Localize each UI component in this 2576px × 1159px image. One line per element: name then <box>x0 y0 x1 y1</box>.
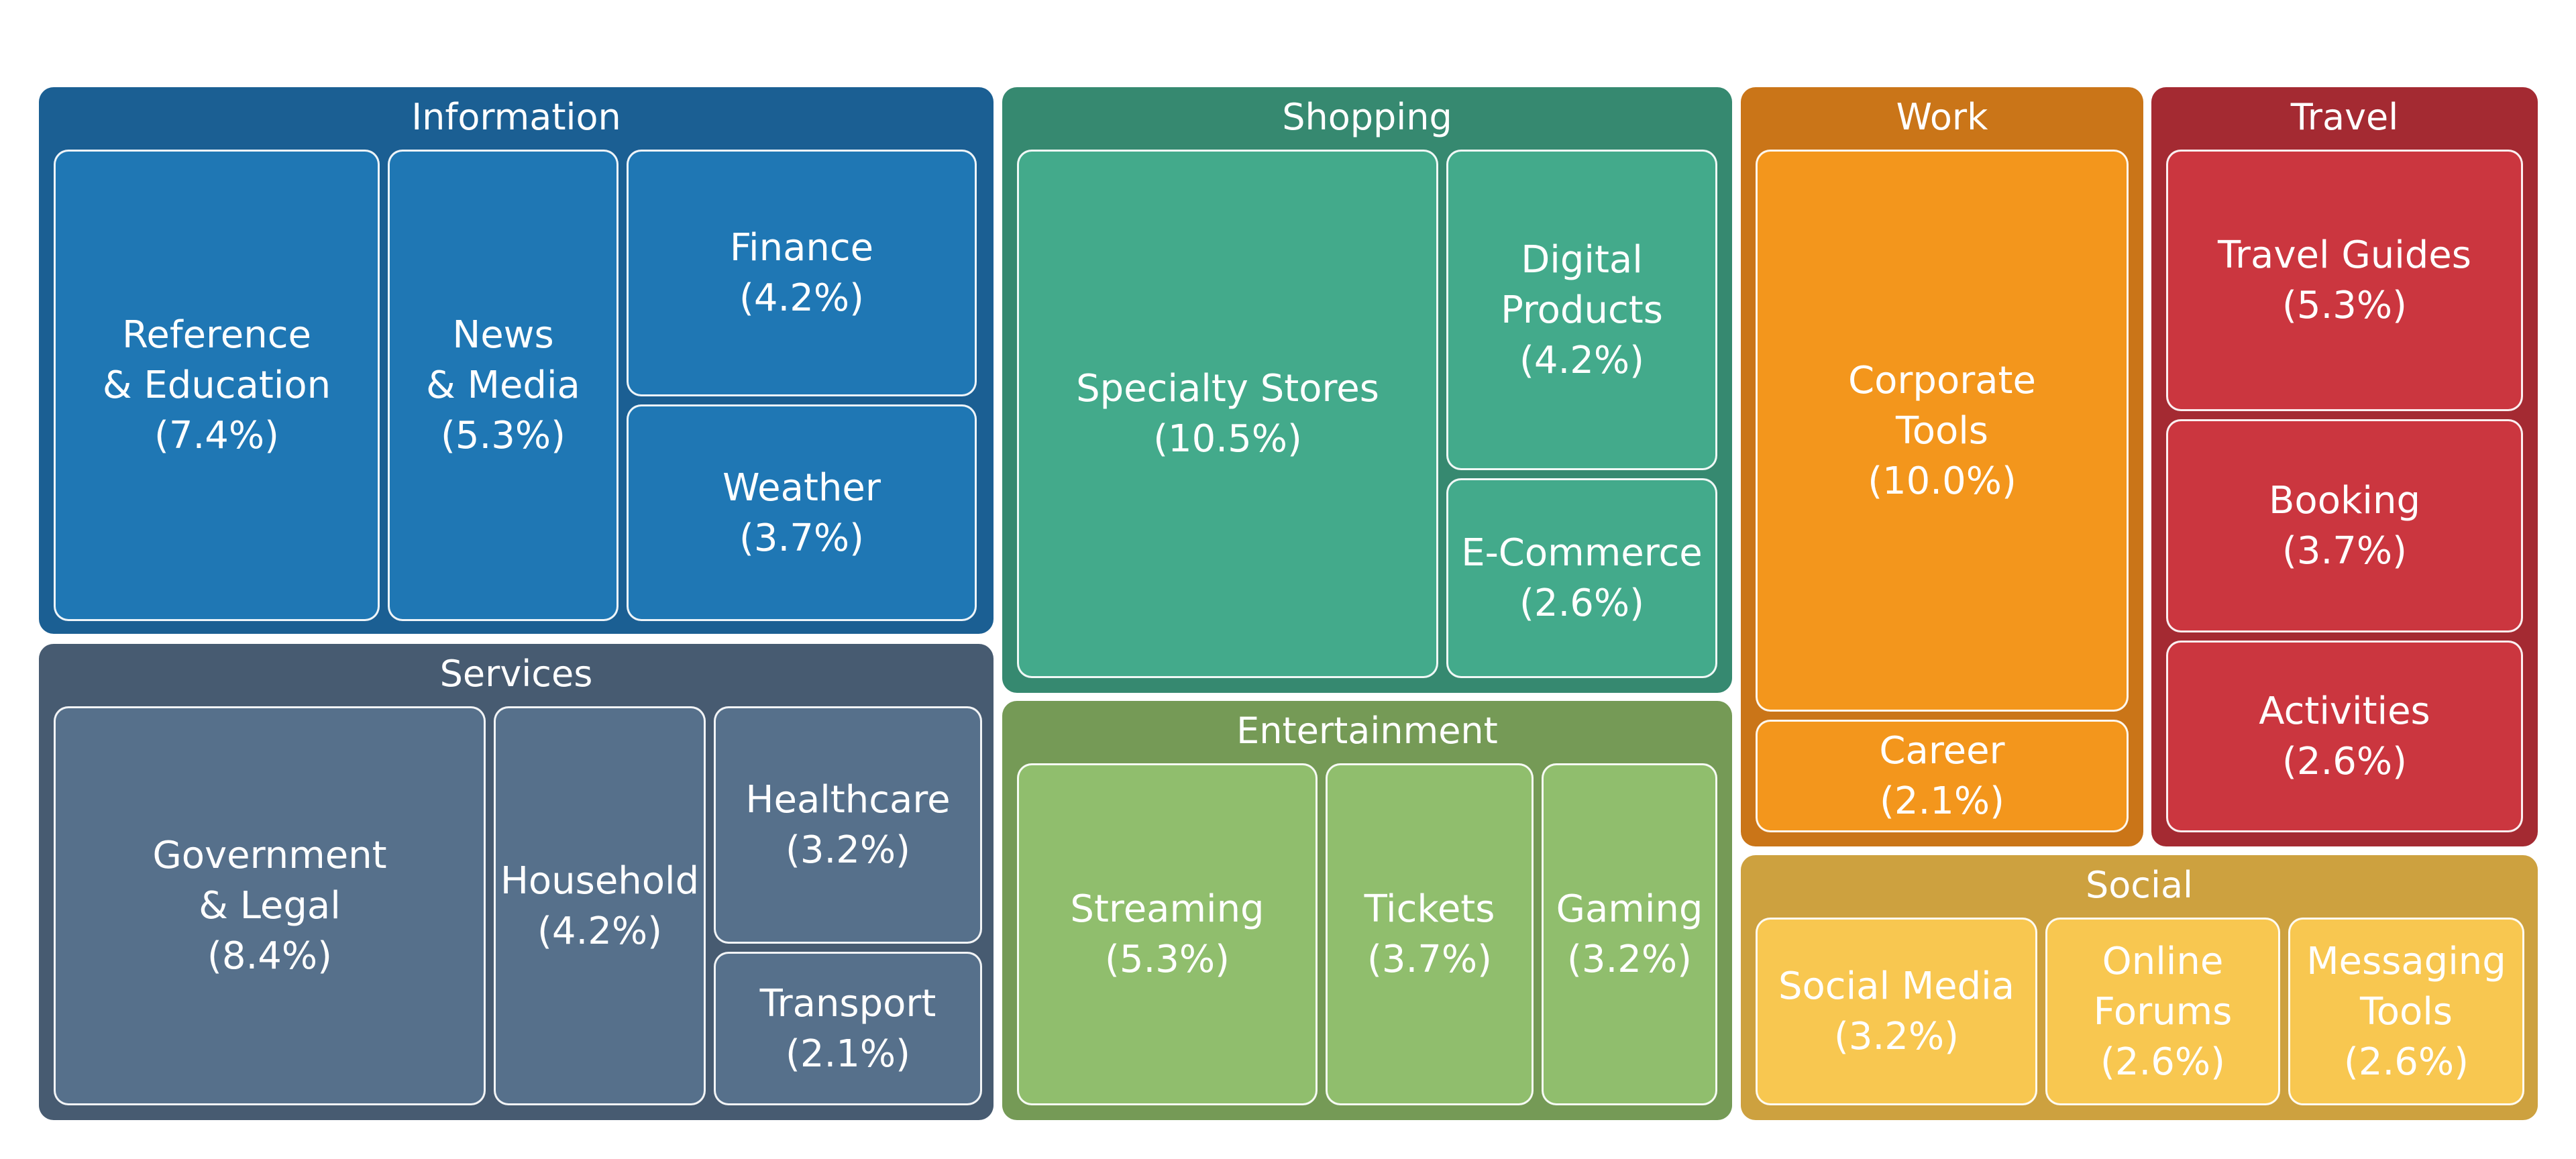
tile-value: (2.6%) <box>1519 582 1644 625</box>
tile-value: (8.4%) <box>207 934 332 978</box>
tile-label: Booking <box>2269 479 2420 522</box>
tile-finance[interactable]: Finance (4.2%) <box>627 150 977 396</box>
tile-label: Weather <box>722 465 881 510</box>
tile-weather[interactable]: Weather (3.7%) <box>627 404 977 621</box>
tile-label: Reference <box>122 313 311 357</box>
tile-label: Streaming <box>1070 887 1265 931</box>
tile-label: Travel Guides <box>2218 233 2471 277</box>
tile-value: (4.2%) <box>537 909 662 953</box>
tile-value: (3.2%) <box>786 828 910 872</box>
tile-social-media[interactable]: Social Media (3.2%) <box>1756 918 2037 1105</box>
tile-corporate-tools[interactable]: Corporate Tools (10.0%) <box>1756 150 2129 712</box>
tile-label: Online <box>2102 939 2224 983</box>
tile-value: (3.7%) <box>2282 529 2407 573</box>
group-title-shopping: Shopping <box>1282 96 1452 138</box>
group-services: Services Government & Legal (8.4%) Household… <box>39 644 994 1120</box>
tile-label: Products <box>1501 288 1663 332</box>
tile-label: Social Media <box>1778 964 2015 1008</box>
tile-activities[interactable]: Activities (2.6%) <box>2166 641 2523 832</box>
tile-value: (10.5%) <box>1153 417 1302 461</box>
tile-streaming[interactable]: Streaming (5.3%) <box>1017 763 1318 1105</box>
tile-label: Corporate <box>1848 358 2036 402</box>
tile-label: Tools <box>2360 989 2453 1034</box>
tile-value: (2.6%) <box>2100 1040 2225 1084</box>
tile-travel-guides[interactable]: Travel Guides (5.3%) <box>2166 150 2523 411</box>
tile-specialty-stores[interactable]: Specialty Stores (10.5%) <box>1017 150 1438 678</box>
group-title-work: Work <box>1896 96 1988 138</box>
tile-booking[interactable]: Booking (3.7%) <box>2166 419 2523 632</box>
group-work: Work Corporate Tools (10.0%) Career (2.1%) <box>1741 87 2143 846</box>
tile-e-commerce[interactable]: E-Commerce (2.6%) <box>1446 478 1717 678</box>
tile-label: Digital <box>1521 237 1643 282</box>
tile-label: Gaming <box>1556 887 1703 931</box>
tile-value: (2.1%) <box>786 1032 910 1076</box>
tile-messaging-tools[interactable]: Messaging Tools (2.6%) <box>2288 918 2524 1105</box>
tile-news-and-media[interactable]: News & Media (5.3%) <box>388 150 619 621</box>
tile-label: Tools <box>1896 408 1988 453</box>
group-title-information: Information <box>411 96 621 138</box>
tile-label: Forums <box>2093 989 2233 1034</box>
tile-label: Transport <box>759 981 936 1026</box>
tile-value: (3.7%) <box>739 516 864 560</box>
tile-value: (3.2%) <box>1834 1015 1959 1058</box>
tile-label: News <box>452 313 554 357</box>
tile-value: (5.3%) <box>2282 284 2407 327</box>
tile-digital-products[interactable]: Digital Products (4.2%) <box>1446 150 1717 470</box>
group-title-travel: Travel <box>2290 96 2399 138</box>
tile-label: Tickets <box>1364 887 1495 931</box>
tile-value: (7.4%) <box>154 414 279 457</box>
tile-label: & Legal <box>199 884 341 928</box>
group-shopping: Shopping Specialty Stores (10.5%) Digital Pr… <box>1002 87 1732 693</box>
tile-label: Specialty Stores <box>1076 367 1379 410</box>
tile-label: Healthcare <box>745 778 951 822</box>
tile-label: Messaging <box>2306 939 2506 983</box>
tile-value: (10.0%) <box>1868 459 2017 503</box>
tile-label: E-Commerce <box>1461 531 1703 575</box>
tile-value: (2.6%) <box>2344 1040 2469 1084</box>
tile-value: (4.2%) <box>739 276 864 320</box>
tile-label: Government <box>152 834 387 877</box>
tile-label: & Media <box>426 364 580 407</box>
tile-healthcare[interactable]: Healthcare (3.2%) <box>714 706 982 944</box>
group-entertainment: Entertainment Streaming (5.3%) Tickets (3.7%… <box>1002 701 1732 1120</box>
group-information: Information Reference & Education (7.4%) New… <box>39 87 994 634</box>
tile-transport[interactable]: Transport (2.1%) <box>714 952 982 1105</box>
tile-household[interactable]: Household (4.2%) <box>494 706 706 1105</box>
group-travel: Travel Travel Guides (5.3%) Booking (3.7%) Ac… <box>2151 87 2538 846</box>
tile-government-and-legal[interactable]: Government & Legal (8.4%) <box>54 706 486 1105</box>
group-title-entertainment: Entertainment <box>1236 710 1498 752</box>
tile-value: (4.2%) <box>1519 338 1644 382</box>
tile-online-forums[interactable]: Online Forums (2.6%) <box>2045 918 2280 1105</box>
tile-gaming[interactable]: Gaming (3.2%) <box>1542 763 1717 1105</box>
tile-value: (2.6%) <box>2282 740 2407 783</box>
tile-label: Household <box>500 859 700 903</box>
tile-value: (3.7%) <box>1367 938 1492 981</box>
group-social: Social Social Media (3.2%) Online Forums (2.6… <box>1741 855 2538 1120</box>
tile-label: Finance <box>729 226 874 270</box>
tile-tickets[interactable]: Tickets (3.7%) <box>1326 763 1534 1105</box>
tile-label: Activities <box>2259 689 2430 733</box>
tile-value: (5.3%) <box>441 414 566 457</box>
tile-label: & Education <box>102 364 331 407</box>
tile-value: (2.1%) <box>1880 779 2004 823</box>
tile-label: Career <box>1879 729 2005 773</box>
tile-reference-and-education[interactable]: Reference & Education (7.4%) <box>54 150 380 621</box>
tile-value: (3.2%) <box>1567 938 1692 981</box>
tile-career[interactable]: Career (2.1%) <box>1756 720 2129 832</box>
group-title-services: Services <box>439 653 593 695</box>
group-title-social: Social <box>2085 864 2194 906</box>
tile-value: (5.3%) <box>1105 938 1230 981</box>
